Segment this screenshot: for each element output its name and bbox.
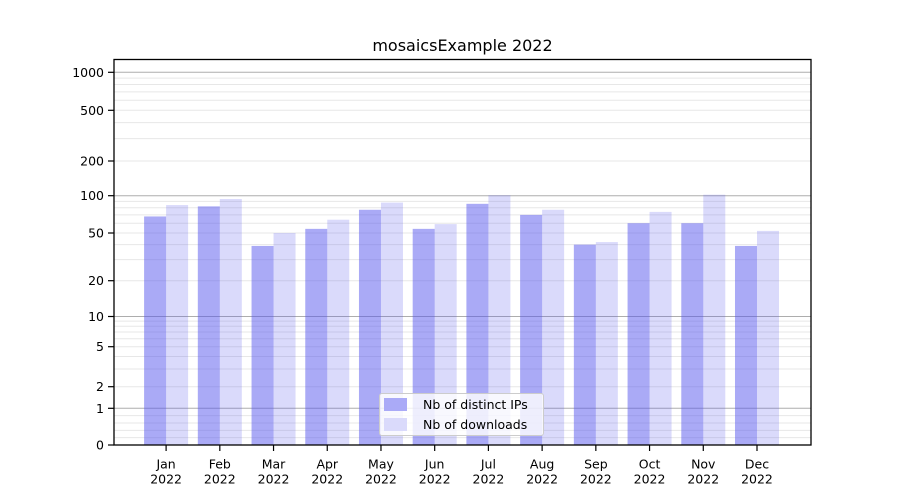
bar-jul-ips xyxy=(466,203,489,445)
x-tick-label-jun: Jun xyxy=(424,457,445,472)
y-tick-label-0: 0 xyxy=(96,438,104,453)
bar-jan-ips xyxy=(144,216,167,445)
x-tick-label-may: May xyxy=(368,457,394,472)
bar-feb-downloads xyxy=(219,199,242,445)
x-tick-label-year: 2022 xyxy=(580,472,612,487)
x-tick-label-apr: Apr xyxy=(316,457,338,472)
bar-aug-downloads xyxy=(542,209,565,445)
x-tick-label-year: 2022 xyxy=(526,472,558,487)
bar-jun-downloads xyxy=(434,224,457,445)
bar-jul-downloads xyxy=(488,195,511,445)
y-tick-label-1: 1 xyxy=(96,401,104,416)
legend-label-distinct-ips: Nb of distinct IPs xyxy=(423,396,528,412)
bar-oct-downloads xyxy=(649,211,672,445)
x-tick-label-year: 2022 xyxy=(258,472,290,487)
y-tick-label-2: 2 xyxy=(96,379,104,394)
x-tick-label-jul: Jul xyxy=(480,457,496,472)
bar-may-downloads xyxy=(380,202,403,445)
y-tick-label-20: 20 xyxy=(88,273,104,288)
bars xyxy=(144,194,779,445)
bar-feb-ips xyxy=(197,206,220,445)
bar-aug-ips xyxy=(520,214,543,445)
bar-dec-downloads xyxy=(756,230,779,445)
x-tick-label-mar: Mar xyxy=(262,457,286,472)
x-tick-label-sep: Sep xyxy=(584,457,608,472)
bar-apr-ips xyxy=(305,228,328,445)
x-tick-label-year: 2022 xyxy=(150,472,182,487)
y-tick-label-50: 50 xyxy=(88,226,104,241)
bar-sep-downloads xyxy=(595,242,618,445)
bar-jun-ips xyxy=(412,228,435,445)
bar-dec-ips xyxy=(734,245,757,445)
legend-item-downloads: Nb of downloads xyxy=(384,416,543,434)
legend-item-distinct-ips: Nb of distinct IPs xyxy=(384,396,543,414)
bar-mar-downloads xyxy=(273,233,296,445)
bar-nov-downloads xyxy=(703,194,726,445)
bar-oct-ips xyxy=(627,223,650,445)
bar-sep-ips xyxy=(573,244,596,445)
axes-spines xyxy=(113,58,812,446)
x-tick-label-oct: Oct xyxy=(639,457,661,472)
chart-title: mosaicsExample 2022 xyxy=(372,36,553,55)
x-tick-label-year: 2022 xyxy=(741,472,773,487)
bar-may-ips xyxy=(358,209,381,445)
x-tick-label-aug: Aug xyxy=(530,457,554,472)
legend-swatch-downloads xyxy=(384,418,407,431)
bar-mar-ips xyxy=(251,245,274,445)
y-tick-label-1000: 1000 xyxy=(72,65,104,80)
y-tick-label-5: 5 xyxy=(96,339,104,354)
y-axis-ticks: 0 1 2 5 10 20 50 100 200 500 1000 xyxy=(72,65,114,453)
x-tick-label-year: 2022 xyxy=(687,472,719,487)
y-tick-label-10: 10 xyxy=(88,309,104,324)
y-tick-label-500: 500 xyxy=(80,103,104,118)
x-tick-label-year: 2022 xyxy=(419,472,451,487)
x-tick-label-nov: Nov xyxy=(691,457,716,472)
x-tick-label-year: 2022 xyxy=(634,472,666,487)
legend-swatch-distinct-ips xyxy=(384,398,407,411)
x-tick-label-jan: Jan xyxy=(155,457,175,472)
bar-apr-downloads xyxy=(327,219,350,445)
legend-label-downloads: Nb of downloads xyxy=(423,416,528,432)
x-tick-label-year: 2022 xyxy=(473,472,505,487)
bar-jan-downloads xyxy=(166,205,189,445)
y-tick-label-200: 200 xyxy=(80,154,104,169)
y-tick-label-100: 100 xyxy=(80,188,104,203)
x-axis-ticks: Jan2022Feb2022Mar2022Apr2022May2022Jun20… xyxy=(150,445,773,487)
x-tick-label-year: 2022 xyxy=(365,472,397,487)
x-tick-label-feb: Feb xyxy=(209,457,231,472)
bar-nov-ips xyxy=(681,223,704,445)
x-tick-label-year: 2022 xyxy=(204,472,236,487)
x-tick-label-year: 2022 xyxy=(311,472,343,487)
x-tick-label-dec: Dec xyxy=(745,457,769,472)
legend: Nb of distinct IPs Nb of downloads xyxy=(379,393,544,436)
